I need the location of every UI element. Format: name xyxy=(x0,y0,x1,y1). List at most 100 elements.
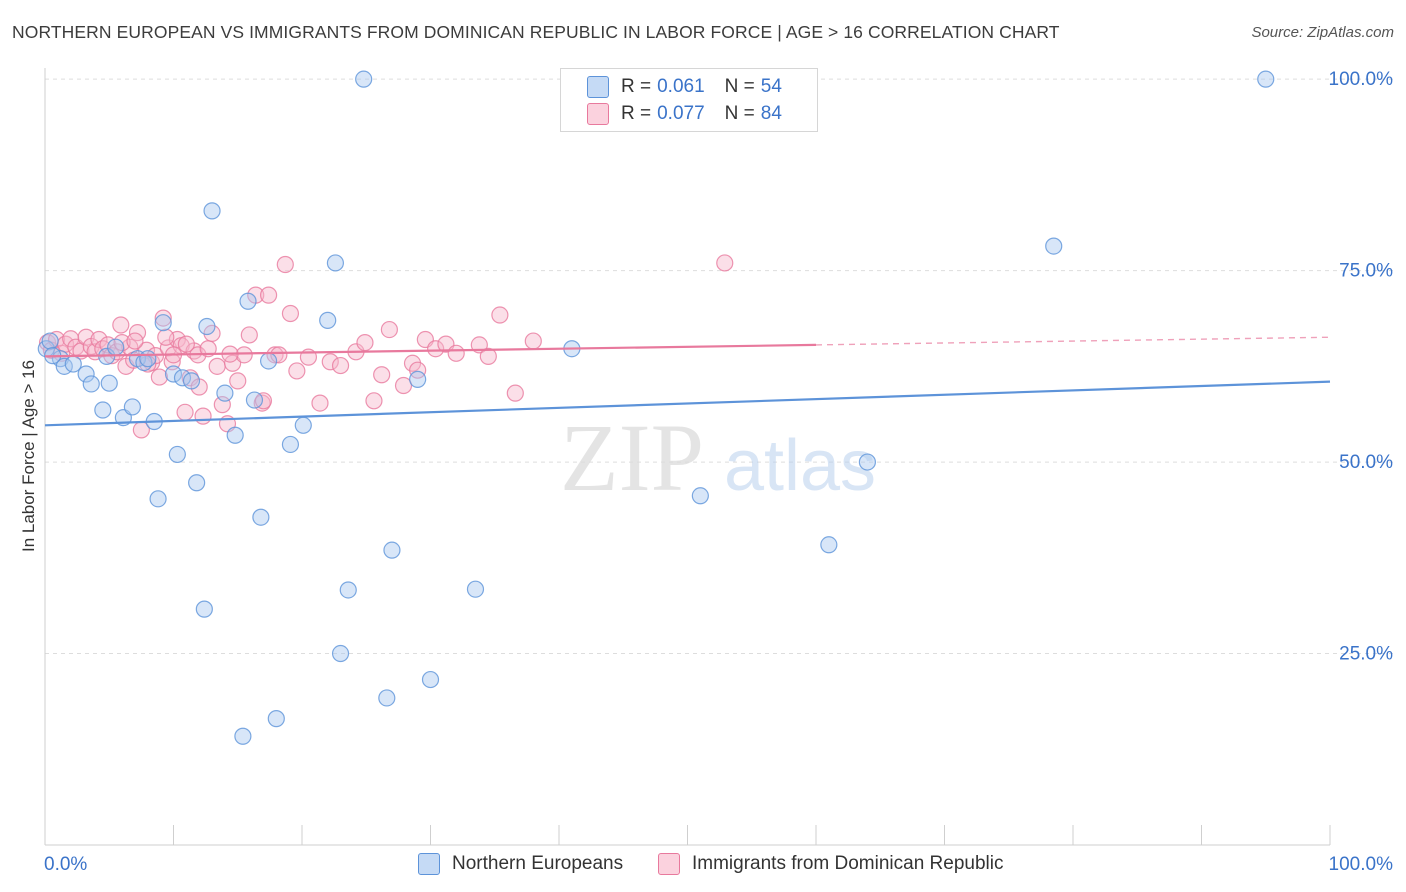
data-point xyxy=(203,202,221,220)
data-point xyxy=(858,453,877,471)
data-point xyxy=(409,370,427,388)
data-point xyxy=(270,346,288,364)
data-point xyxy=(820,536,838,554)
legend-n-value: 84 xyxy=(760,103,782,124)
data-point xyxy=(355,70,373,88)
data-point xyxy=(164,365,183,383)
data-point xyxy=(331,356,350,375)
data-point xyxy=(229,372,247,390)
data-point xyxy=(288,362,306,380)
watermark-atlas: atlas xyxy=(724,426,876,506)
data-point xyxy=(716,254,734,272)
data-point xyxy=(194,407,212,425)
data-point xyxy=(339,581,357,599)
data-point xyxy=(245,391,264,409)
x-tick-label: 100.0% xyxy=(1329,854,1394,875)
data-point xyxy=(234,727,252,745)
legend-r-value: 0.061 xyxy=(657,76,705,97)
data-point xyxy=(177,335,195,353)
data-point xyxy=(188,474,206,492)
data-point xyxy=(100,374,118,392)
legend-n-label: N = xyxy=(724,103,755,124)
legend-row-dominican-republic: R = 0.077 N = 84 xyxy=(561,102,782,126)
data-point xyxy=(126,332,144,350)
data-point xyxy=(383,541,401,559)
data-point xyxy=(259,286,278,304)
data-point xyxy=(421,670,440,689)
data-point xyxy=(281,304,300,323)
legend-r-label: R = xyxy=(621,103,652,124)
data-point xyxy=(466,580,485,598)
bottom-legend-swatch-blue xyxy=(418,853,440,875)
data-point xyxy=(94,401,112,419)
data-point xyxy=(321,353,339,371)
data-point xyxy=(378,689,396,707)
legend-swatch-blue xyxy=(587,76,609,98)
stats-legend: R = 0.061 N = 54 R = 0.077 N = 84 xyxy=(560,68,818,132)
y-tick-label: 100.0% xyxy=(1329,69,1394,90)
data-point xyxy=(394,376,413,395)
chart-title: NORTHERN EUROPEAN VS IMMIGRANTS FROM DOM… xyxy=(12,22,1060,42)
data-point xyxy=(252,508,270,526)
trend-line xyxy=(44,380,1331,427)
data-point xyxy=(276,255,294,274)
data-point xyxy=(41,332,59,350)
legend-n-label: N = xyxy=(724,76,755,97)
data-point xyxy=(139,350,157,368)
bottom-legend-northern-europeans: Northern Europeans xyxy=(418,852,623,876)
grid-lines xyxy=(45,78,1395,655)
data-point xyxy=(149,490,167,508)
data-point xyxy=(182,372,201,390)
data-point xyxy=(239,292,257,310)
data-point xyxy=(1257,70,1275,88)
data-point xyxy=(123,398,141,416)
data-point xyxy=(77,328,95,346)
data-point xyxy=(691,487,709,505)
data-point xyxy=(447,344,465,362)
bottom-legend-swatch-pink xyxy=(658,853,680,875)
legend-row-northern-europeans: R = 0.061 N = 54 xyxy=(561,75,782,99)
data-point xyxy=(216,384,234,402)
data-point xyxy=(409,361,427,379)
data-point xyxy=(506,384,524,402)
data-point xyxy=(491,306,509,324)
tick-labels: 25.0% 50.0% 75.0% 100.0% 0.0% 100.0% xyxy=(44,69,1393,875)
data-point xyxy=(226,426,244,444)
axes xyxy=(44,68,1331,846)
watermark-zip: ZIP xyxy=(560,404,704,511)
data-point xyxy=(208,357,226,375)
legend-r-label: R = xyxy=(621,76,652,97)
legend-swatch-pink xyxy=(587,103,609,125)
x-tick-label: 0.0% xyxy=(44,854,87,875)
data-point xyxy=(198,317,216,336)
y-tick-label: 50.0% xyxy=(1339,452,1393,473)
bottom-legend-dominican-republic: Immigrants from Dominican Republic xyxy=(658,852,1004,876)
data-point xyxy=(319,311,337,329)
data-point xyxy=(173,369,192,387)
data-point xyxy=(365,392,383,410)
data-point xyxy=(524,332,542,350)
data-point xyxy=(235,346,253,364)
trend-line-extension xyxy=(815,336,1331,346)
data-point xyxy=(326,254,345,272)
trend-lines xyxy=(44,336,1331,427)
data-point xyxy=(77,365,95,383)
data-point xyxy=(267,710,285,728)
data-point xyxy=(331,644,350,663)
data-point xyxy=(154,314,172,332)
data-point xyxy=(168,445,186,464)
y-tick-label: 25.0% xyxy=(1339,644,1393,665)
data-point xyxy=(154,309,172,327)
data-point xyxy=(1045,237,1063,255)
data-point xyxy=(380,320,398,339)
data-point xyxy=(281,435,300,454)
bottom-legend-label: Immigrants from Dominican Republic xyxy=(692,853,1004,874)
y-axis-label: In Labor Force | Age > 16 xyxy=(19,360,38,552)
data-point xyxy=(90,330,108,349)
data-point xyxy=(254,392,273,410)
data-point xyxy=(240,326,258,344)
data-point xyxy=(82,375,100,393)
data-point xyxy=(157,328,175,346)
data-point xyxy=(150,368,168,386)
data-point xyxy=(259,352,278,370)
